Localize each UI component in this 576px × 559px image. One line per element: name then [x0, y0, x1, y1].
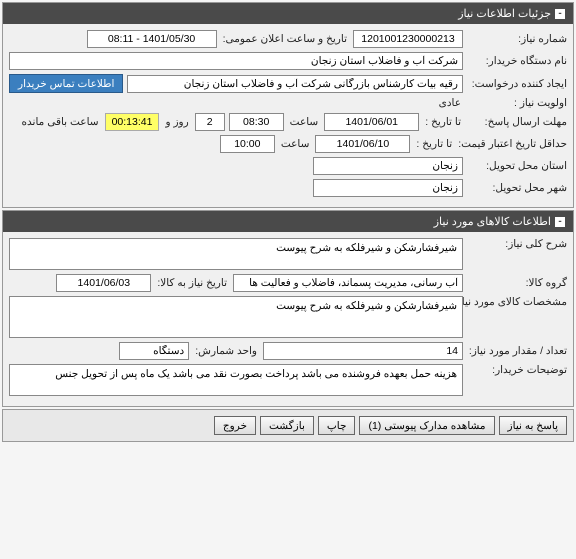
- remaining-label: ساعت باقی مانده: [20, 116, 101, 128]
- desc-field: [9, 238, 463, 270]
- buyer-notes-label: توضیحات خریدار:: [467, 364, 567, 376]
- contact-button[interactable]: اطلاعات تماس خریدار: [9, 74, 123, 93]
- deadline-time-field: [229, 113, 284, 131]
- print-button[interactable]: چاپ: [318, 416, 356, 435]
- unit-field: [119, 342, 189, 360]
- priority-label: اولویت نیاز :: [467, 97, 567, 109]
- collapse-icon-2[interactable]: -: [555, 217, 565, 227]
- desc-label: شرح کلی نیاز:: [467, 238, 567, 250]
- deadline-label: مهلت ارسال پاسخ:: [467, 116, 567, 128]
- qty-field: [263, 342, 463, 360]
- spec-field: [9, 296, 463, 338]
- buyer-field: [9, 52, 463, 70]
- respond-button[interactable]: پاسخ به نیاز: [499, 416, 567, 435]
- unit-label: واحد شمارش:: [193, 345, 259, 357]
- city-field: [313, 179, 463, 197]
- need-info-title: جزئیات اطلاعات نیاز: [458, 7, 551, 20]
- buyer-label: نام دستگاه خریدار:: [467, 55, 567, 67]
- to-date-label-2: تا تاریخ :: [414, 138, 454, 150]
- announce-field: [87, 30, 217, 48]
- requester-field: [127, 75, 463, 93]
- need-date-field: [56, 274, 151, 292]
- need-info-panel: - جزئیات اطلاعات نیاز شماره نیاز: تاریخ …: [2, 2, 574, 208]
- city-label: شهر محل تحویل:: [467, 182, 567, 194]
- province-label: استان محل تحویل:: [467, 160, 567, 172]
- announce-label: تاریخ و ساعت اعلان عمومی:: [221, 33, 349, 45]
- back-button[interactable]: بازگشت: [260, 416, 314, 435]
- goods-info-title: اطلاعات کالاهای مورد نیاز: [434, 215, 551, 228]
- need-date-label: تاریخ نیاز به کالا:: [155, 277, 229, 289]
- validity-date-field: [315, 135, 410, 153]
- buyer-notes-field: [9, 364, 463, 396]
- province-field: [313, 157, 463, 175]
- days-field: [195, 113, 225, 131]
- countdown: 00:13:41: [105, 113, 160, 131]
- validity-time-field: [220, 135, 275, 153]
- priority-value: عادی: [437, 97, 463, 109]
- to-date-label-1: تا تاریخ :: [423, 116, 463, 128]
- requester-label: ایجاد کننده درخواست:: [467, 78, 567, 90]
- group-label: گروه کالا:: [467, 277, 567, 289]
- goods-info-header: - اطلاعات کالاهای مورد نیاز: [3, 211, 573, 232]
- time-label-1: ساعت: [288, 116, 321, 128]
- attachments-button[interactable]: مشاهده مدارک پیوستی (1): [359, 416, 494, 435]
- qty-label: تعداد / مقدار مورد نیاز:: [467, 345, 567, 357]
- need-number-label: شماره نیاز:: [467, 33, 567, 45]
- time-label-2: ساعت: [279, 138, 312, 150]
- need-info-header: - جزئیات اطلاعات نیاز: [3, 3, 573, 24]
- collapse-icon[interactable]: -: [555, 9, 565, 19]
- need-number-field: [353, 30, 463, 48]
- deadline-date-field: [324, 113, 419, 131]
- footer-bar: پاسخ به نیاز مشاهده مدارک پیوستی (1) چاپ…: [2, 409, 574, 442]
- goods-info-panel: - اطلاعات کالاهای مورد نیاز شرح کلی نیاز…: [2, 210, 574, 407]
- spec-label: مشخصات کالای مورد نیاز:: [467, 296, 567, 308]
- group-field: [233, 274, 463, 292]
- days-label: روز و: [163, 116, 190, 128]
- exit-button[interactable]: خروج: [214, 416, 256, 435]
- validity-label: حداقل تاریخ اعتبار قیمت:: [458, 138, 567, 150]
